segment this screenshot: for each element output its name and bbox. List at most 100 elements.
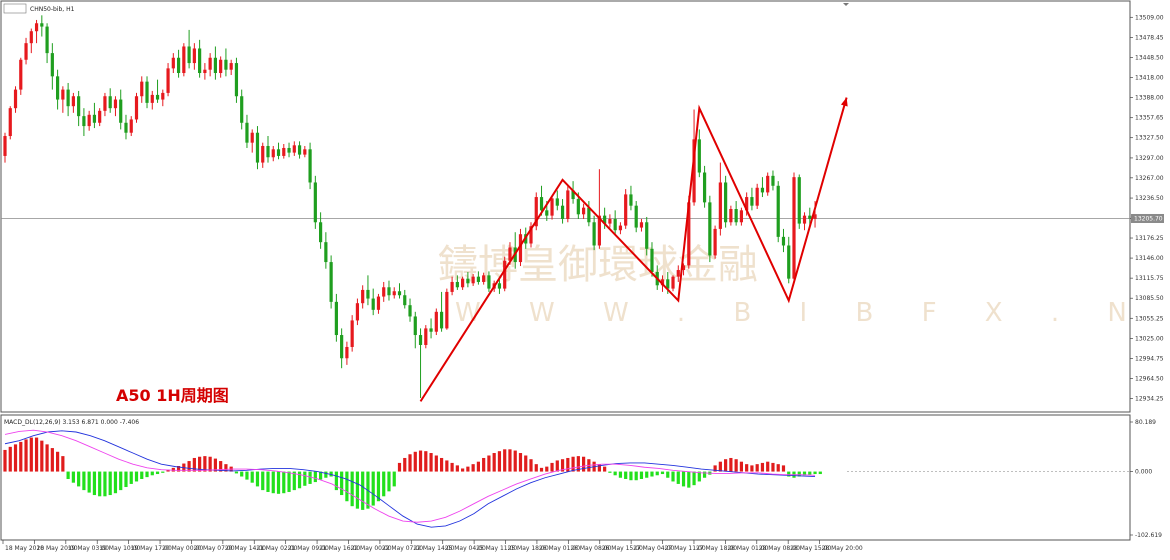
candle — [334, 293, 338, 342]
candle-body — [150, 94, 154, 103]
candle — [639, 218, 644, 232]
macd-tick-label: 0.000 — [1135, 469, 1152, 476]
candle — [734, 201, 738, 226]
macd-bar — [240, 471, 244, 477]
candle-body — [129, 119, 133, 133]
candle-body — [529, 226, 533, 244]
candle-body — [240, 96, 244, 123]
macd-bar — [608, 471, 612, 473]
macd-bar — [340, 471, 344, 496]
candle — [681, 263, 686, 276]
candle-body — [592, 222, 596, 246]
price-tick-label: 13055.25 — [1135, 315, 1164, 322]
time-tick-label: 21 May 09:00 — [288, 545, 329, 552]
macd-label: MACD_DL(12,26,9) 3.153 6.871 0.000 -7.40… — [4, 419, 139, 426]
candle — [203, 63, 207, 80]
candle-body — [729, 209, 733, 223]
candle-body — [29, 31, 33, 44]
candle — [724, 175, 728, 228]
candle — [287, 142, 291, 158]
candle-body — [219, 59, 223, 74]
macd-bar — [140, 471, 144, 479]
time-tick-label: 25 May 11:00 — [476, 545, 517, 552]
time-tick-label: 19 May 17:00 — [131, 545, 172, 552]
shift-marker-icon[interactable] — [843, 3, 849, 6]
time-tick-label: 27 May 18:00 — [696, 545, 737, 552]
candle-body — [224, 59, 228, 70]
macd-bar — [603, 466, 607, 472]
macd-bar — [681, 471, 686, 487]
candle — [292, 141, 296, 156]
candle-body — [176, 57, 181, 74]
macd-bar — [113, 471, 118, 494]
candle-body — [487, 275, 491, 289]
window-icon[interactable] — [3, 3, 27, 14]
candle-body — [45, 26, 49, 54]
macd-bar — [382, 471, 386, 497]
macd-bar — [234, 471, 239, 474]
macd-bar — [555, 460, 559, 472]
candle — [471, 274, 475, 286]
candle — [98, 108, 102, 127]
macd-bar — [692, 471, 696, 486]
candle — [56, 69, 60, 110]
candle-body — [771, 175, 775, 186]
candle — [566, 185, 570, 223]
candle-body — [629, 194, 633, 206]
candle — [802, 212, 807, 231]
macd-bar — [77, 471, 81, 487]
candle — [587, 201, 591, 227]
macd-pane[interactable] — [0, 414, 1131, 541]
candle — [582, 203, 586, 219]
candle-body — [250, 132, 254, 143]
candle-body — [40, 23, 44, 27]
candle-body — [797, 177, 801, 224]
macd-bar — [797, 471, 801, 477]
candle — [150, 90, 154, 110]
candle-body — [134, 96, 139, 120]
price-tick-label: 12934.25 — [1135, 396, 1164, 403]
candle-body — [439, 311, 444, 329]
macd-bar — [387, 471, 391, 492]
candle-body — [3, 136, 7, 156]
candle — [34, 19, 39, 44]
candle — [608, 214, 612, 228]
candle-body — [340, 335, 344, 359]
candle-body — [455, 281, 459, 288]
candle-body — [708, 202, 712, 256]
price-tick-label: 13085.50 — [1135, 295, 1164, 302]
macd-bar — [145, 471, 149, 478]
candle-body — [50, 53, 54, 77]
macd-bar — [50, 448, 54, 472]
macd-bar — [445, 460, 449, 472]
price-tick-label: 13418.00 — [1135, 75, 1164, 82]
candle — [176, 49, 181, 78]
candle-body — [608, 218, 612, 224]
candle-body — [424, 328, 428, 345]
candle — [319, 212, 323, 249]
macd-bar — [161, 471, 165, 473]
candle-body — [192, 48, 196, 64]
price-tick-label: 12964.50 — [1135, 375, 1164, 382]
macd-main-line — [4, 430, 816, 528]
candle — [413, 311, 417, 349]
candle-body — [361, 289, 365, 304]
time-tick-label: 22 May 14:00 — [413, 545, 454, 552]
macd-bar — [660, 471, 665, 475]
candle — [550, 195, 554, 220]
candle-body — [792, 177, 796, 279]
candle — [603, 207, 607, 229]
time-tick-label: 28 May 01:00 — [727, 545, 768, 552]
macd-bar — [571, 456, 575, 472]
candle — [19, 57, 23, 95]
candle — [166, 63, 170, 97]
candle-body — [576, 199, 580, 215]
macd-bar — [171, 467, 175, 472]
price-pane[interactable] — [0, 0, 1131, 413]
macd-bar — [24, 439, 28, 472]
macd-bar — [639, 471, 644, 479]
candle — [82, 108, 86, 137]
chart-annotation: A50 1H周期图 — [116, 386, 229, 405]
candle-body — [408, 305, 412, 317]
